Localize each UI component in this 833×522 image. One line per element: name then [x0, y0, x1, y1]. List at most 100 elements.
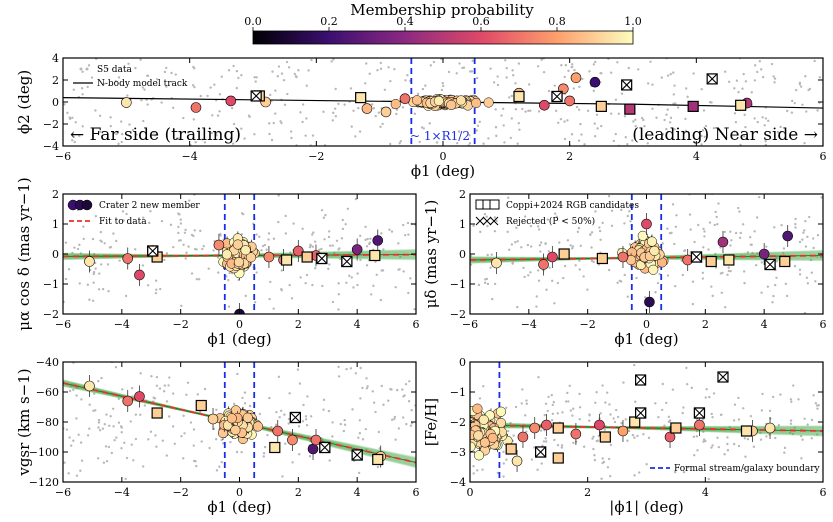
gray-data-point — [416, 92, 420, 96]
gray-data-point — [99, 230, 103, 234]
gray-data-point — [158, 387, 162, 390]
gray-data-point — [318, 248, 321, 252]
gray-data-point — [117, 421, 121, 424]
gray-data-point — [598, 229, 602, 233]
gray-data-point — [68, 436, 71, 439]
gray-data-point — [139, 58, 142, 61]
gray-data-point — [182, 243, 185, 246]
gray-data-point — [553, 438, 556, 442]
gray-data-point — [547, 89, 551, 93]
gray-data-point — [255, 233, 258, 236]
member-point — [122, 395, 134, 407]
rgb-candidate-square — [280, 254, 293, 266]
gray-data-point — [564, 63, 568, 67]
gray-data-point — [514, 108, 518, 111]
gray-data-point — [732, 419, 736, 422]
gray-data-point — [544, 437, 547, 440]
x-tick-label: 2 — [295, 486, 302, 499]
gray-data-point — [776, 130, 780, 134]
gray-data-point — [529, 224, 533, 228]
gray-data-point — [334, 115, 338, 118]
gray-data-point — [607, 194, 611, 198]
rgb-candidate-square — [505, 443, 517, 455]
gray-data-point — [371, 390, 374, 393]
gray-data-point — [365, 62, 368, 65]
gray-data-point — [539, 241, 543, 244]
gray-data-point — [308, 455, 312, 458]
gray-data-point — [387, 66, 390, 69]
gray-data-point — [179, 222, 183, 225]
gray-data-point — [301, 420, 305, 423]
gray-data-point — [609, 112, 613, 115]
y-tick-label: −120 — [29, 476, 59, 489]
gray-data-point — [270, 425, 273, 429]
gray-data-point — [134, 437, 138, 441]
gray-data-point — [109, 124, 112, 128]
core-member-point — [649, 245, 660, 256]
gray-data-point — [80, 459, 84, 462]
half-light-radius-label: ~ 1×R1/2 — [410, 129, 470, 143]
gray-data-point — [180, 435, 183, 438]
member-point — [547, 251, 558, 263]
gray-data-point — [616, 61, 619, 64]
gray-data-point — [754, 263, 758, 267]
gray-data-point — [645, 462, 648, 466]
core-member-point — [226, 413, 237, 424]
gray-data-point — [614, 132, 617, 136]
gray-data-point — [596, 439, 600, 442]
gray-data-point — [537, 279, 541, 282]
gray-data-point — [280, 72, 284, 75]
gray-data-point — [616, 281, 619, 285]
rejected-marker-x — [635, 374, 647, 386]
gray-data-point — [63, 461, 66, 464]
x-tick-label: 6 — [820, 486, 827, 499]
x-tick-label: 2 — [295, 318, 302, 331]
gray-data-point — [274, 89, 277, 92]
gray-data-point — [152, 131, 155, 134]
gray-data-point — [507, 196, 510, 199]
gray-data-point — [801, 438, 804, 441]
gray-data-point — [575, 105, 579, 109]
gray-data-point — [287, 66, 291, 69]
gray-data-point — [120, 120, 123, 123]
gray-data-point — [814, 401, 818, 405]
member-point — [399, 93, 411, 104]
gray-data-point — [512, 434, 515, 437]
gray-data-point — [370, 103, 374, 106]
y-tick-label: 2 — [52, 188, 59, 201]
gray-data-point — [296, 368, 300, 371]
gray-data-point — [623, 115, 627, 118]
gray-data-point — [503, 141, 506, 144]
gray-data-point — [571, 245, 575, 248]
gray-data-point — [684, 117, 687, 121]
x-axis-label: ϕ1 (deg) — [411, 162, 475, 180]
gray-data-point — [661, 133, 665, 136]
gray-data-point — [289, 251, 292, 254]
gray-data-point — [243, 137, 246, 140]
gray-data-point — [607, 457, 611, 461]
gray-data-point — [320, 247, 323, 251]
core-member-point — [471, 97, 482, 109]
gray-data-point — [723, 230, 726, 234]
member-point — [570, 428, 582, 440]
gray-data-point — [352, 109, 355, 112]
gray-data-point — [115, 239, 118, 243]
member-point — [570, 72, 582, 84]
gray-data-point — [496, 75, 499, 78]
gray-data-point — [117, 142, 120, 146]
x-axis-label: ϕ1 (deg) — [207, 330, 271, 348]
gray-data-point — [113, 438, 116, 442]
core-member-point — [455, 95, 467, 106]
far-side-label: ← Far side (trailing) — [70, 125, 241, 145]
gray-data-point — [290, 297, 294, 300]
gray-data-point — [583, 143, 586, 146]
gray-data-point — [311, 245, 315, 248]
gray-data-point — [772, 294, 775, 298]
gray-data-point — [798, 273, 802, 276]
gray-data-point — [132, 459, 135, 462]
gray-data-point — [779, 125, 782, 129]
gray-data-point — [190, 272, 194, 275]
gray-data-point — [578, 259, 581, 262]
gray-data-point — [601, 457, 604, 460]
gray-data-point — [192, 428, 196, 431]
